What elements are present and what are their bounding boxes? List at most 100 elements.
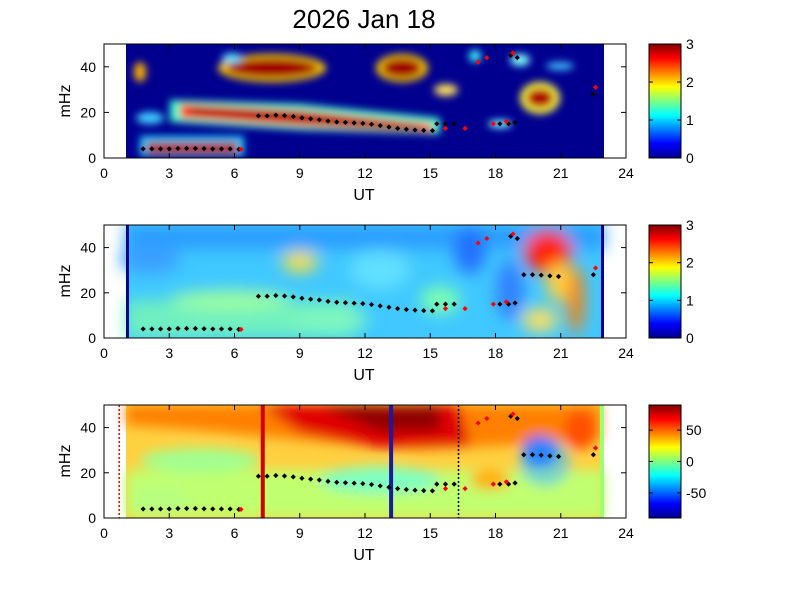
panel-3-black-marker <box>403 486 409 493</box>
panel-1-xtick-label: 21 <box>553 165 569 181</box>
panel-1-black-marker <box>308 116 314 122</box>
panel-3-black-marker <box>281 473 288 479</box>
panel-3-black-marker <box>273 472 279 479</box>
panel-2-black-marker <box>521 272 527 278</box>
panel-2-black-marker <box>442 301 449 307</box>
panel-1-black-marker <box>227 146 233 152</box>
panel-2-black-marker <box>547 273 553 279</box>
panel-2-black-marker <box>201 326 207 332</box>
panel-1-black-marker <box>403 126 409 132</box>
panel-3-ytick-label: 0 <box>88 510 96 526</box>
panel-2-black-marker <box>403 306 409 313</box>
panel-3-black-marker <box>175 505 181 512</box>
panel-2-xtick-label: 3 <box>165 345 173 361</box>
panel-3-black-marker <box>255 473 262 479</box>
panel-2-black-marker <box>281 293 288 299</box>
panel-2-black-marker <box>505 301 512 307</box>
panel-3-heatmap <box>118 405 604 518</box>
panel-1-colorbar-tick-label: 1 <box>686 112 694 128</box>
panel-2-black-marker <box>149 326 155 332</box>
panel-1-red-marker <box>475 59 481 65</box>
panel-1-red-marker <box>442 125 449 131</box>
panel-1-black-marker <box>386 124 392 130</box>
panel-2-black-marker <box>264 293 270 299</box>
panel-2-xtick-label: 12 <box>357 345 373 361</box>
panel-1-red-marker <box>490 121 496 127</box>
panel-1-red-marker <box>484 55 490 61</box>
panel-3-black-marker <box>157 506 164 512</box>
panel-3-red-marker <box>462 486 468 492</box>
panel-1-red-marker <box>238 146 244 152</box>
panel-2-red-marker <box>475 240 481 246</box>
panel-1-black-marker <box>192 145 198 152</box>
panel-3-red-marker <box>592 445 599 451</box>
panel-3-black-marker <box>290 474 296 480</box>
panel-1-black-marker <box>201 146 207 152</box>
panel-2-axes: 0 3 6 9 12 15 18 21 24 0 20 40 <box>80 225 634 361</box>
panel-1-black-marker <box>368 121 375 127</box>
panel-2-black-marker <box>227 326 233 332</box>
panel-3-red-marker <box>475 420 481 426</box>
panel-1-black-marker <box>140 146 146 152</box>
panel-3-black-marker <box>308 476 314 482</box>
panel-2-black-marker <box>273 292 279 299</box>
panel-1-red-marker <box>503 118 509 125</box>
panel-1-ytick-label: 0 <box>88 150 96 166</box>
panel-3-black-marker <box>421 488 427 494</box>
panel-1-red-marker <box>510 50 516 56</box>
panel-3-black-marker <box>529 452 536 458</box>
panel-2-colorbar: 0 1 2 3 <box>648 217 694 346</box>
panel-1-black-marker <box>149 146 155 152</box>
panel-3-colorbar-tick-label: 0 <box>686 454 694 470</box>
panel-1-black-marker <box>514 55 520 61</box>
panel-3-black-marker <box>368 481 375 488</box>
panel-2-black-marker <box>377 303 383 309</box>
panel-2-black-marker <box>512 300 518 306</box>
panel-3-colorbar-tick-label: -50 <box>686 485 706 501</box>
panel-3-xlabel: UT <box>353 547 375 564</box>
panel-2-black-marker <box>421 308 427 314</box>
panel-3-red-marker <box>484 415 490 422</box>
panel-2-black-marker <box>140 326 146 332</box>
panel-3-black-marker <box>140 506 146 512</box>
panel-1-xlabel: UT <box>353 187 375 204</box>
panel-2-ytick-label: 0 <box>88 330 96 346</box>
panel-2-black-marker <box>434 301 440 307</box>
panel-3-black-marker <box>547 453 553 459</box>
panel-2-black-marker <box>555 273 562 280</box>
panel-3-xtick-label: 15 <box>422 525 438 541</box>
panel-3-xtick-label: 24 <box>618 525 634 541</box>
panel-1-ytick-label: 20 <box>80 104 96 120</box>
panel-1-black-marker <box>421 127 427 134</box>
panel-3-black-marker <box>555 453 562 460</box>
panel-3-black-marker <box>210 506 216 512</box>
panel-1-black-marker <box>157 146 164 152</box>
panel-3-black-marker <box>395 486 401 492</box>
panel-3-black-marker <box>377 483 383 489</box>
panel-2-heatmap <box>120 225 604 338</box>
panel-2-black-marker <box>538 272 544 278</box>
panel-2-black-marker <box>360 301 366 307</box>
panel-2-ytick-label: 40 <box>80 240 96 256</box>
panel-2-black-marker <box>451 301 457 307</box>
panel-2-black-marker <box>508 233 514 239</box>
panel-2-black-marker <box>342 300 349 306</box>
panel-3-black-marker <box>351 480 357 486</box>
panel-1-ytick-label: 40 <box>80 59 96 75</box>
panel-1-colorbar: 0 1 2 3 <box>648 36 694 166</box>
panel-3-black-marker <box>299 475 305 481</box>
panel-1-xtick-label: 18 <box>488 165 504 181</box>
panel-2-colorbar-tick-label: 2 <box>686 255 694 271</box>
panel-3-red-marker <box>442 486 449 492</box>
panel-2-black-marker <box>308 296 314 302</box>
panel-2-colorbar-tick-label: 3 <box>686 217 694 233</box>
panel-3-xtick-label: 0 <box>100 525 108 541</box>
panel-2-xtick-label: 9 <box>296 345 304 361</box>
panel-3-xtick-label: 9 <box>296 525 304 541</box>
panel-1-heatmap <box>126 44 604 158</box>
panel-1-black-marker <box>377 123 383 129</box>
panel-1-black-marker <box>281 112 288 119</box>
